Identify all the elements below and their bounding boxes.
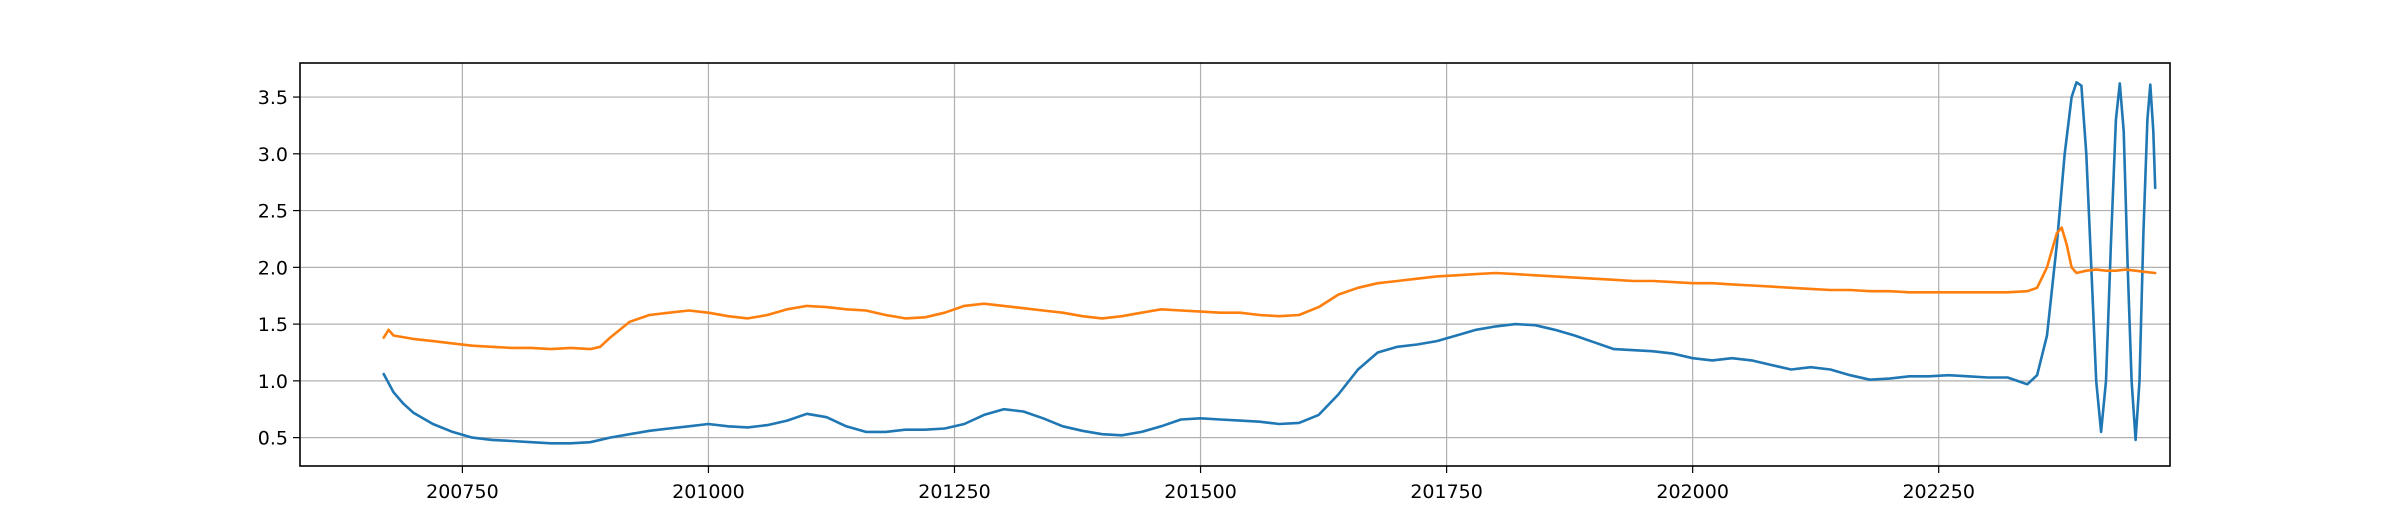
- series-line-2: [382, 226, 2157, 351]
- y-tick-label: 1.5: [258, 314, 288, 336]
- y-tick-label: 3.0: [258, 144, 288, 166]
- series-line-1: [382, 81, 2157, 445]
- y-tick-label: 0.5: [258, 428, 288, 450]
- series-layer: [382, 81, 2157, 445]
- x-tick-label: 201250: [918, 481, 991, 503]
- x-tick-label: 201750: [1410, 481, 1483, 503]
- x-tick-label: 200750: [426, 481, 499, 503]
- y-tick-label: 3.5: [258, 87, 288, 109]
- y-tick-label: 2.0: [258, 257, 288, 279]
- y-tick-label: 1.0: [258, 371, 288, 393]
- axis-ticks: 200750 201000 201250 201500 201750 202000 2022…: [258, 87, 1975, 503]
- plot-frame: [299, 62, 2171, 467]
- x-tick-label: 202000: [1656, 481, 1729, 503]
- x-tick-label: 201500: [1164, 481, 1237, 503]
- y-tick-label: 2.5: [258, 201, 288, 223]
- x-tick-label: 201000: [672, 481, 745, 503]
- x-tick-label: 202250: [1902, 481, 1975, 503]
